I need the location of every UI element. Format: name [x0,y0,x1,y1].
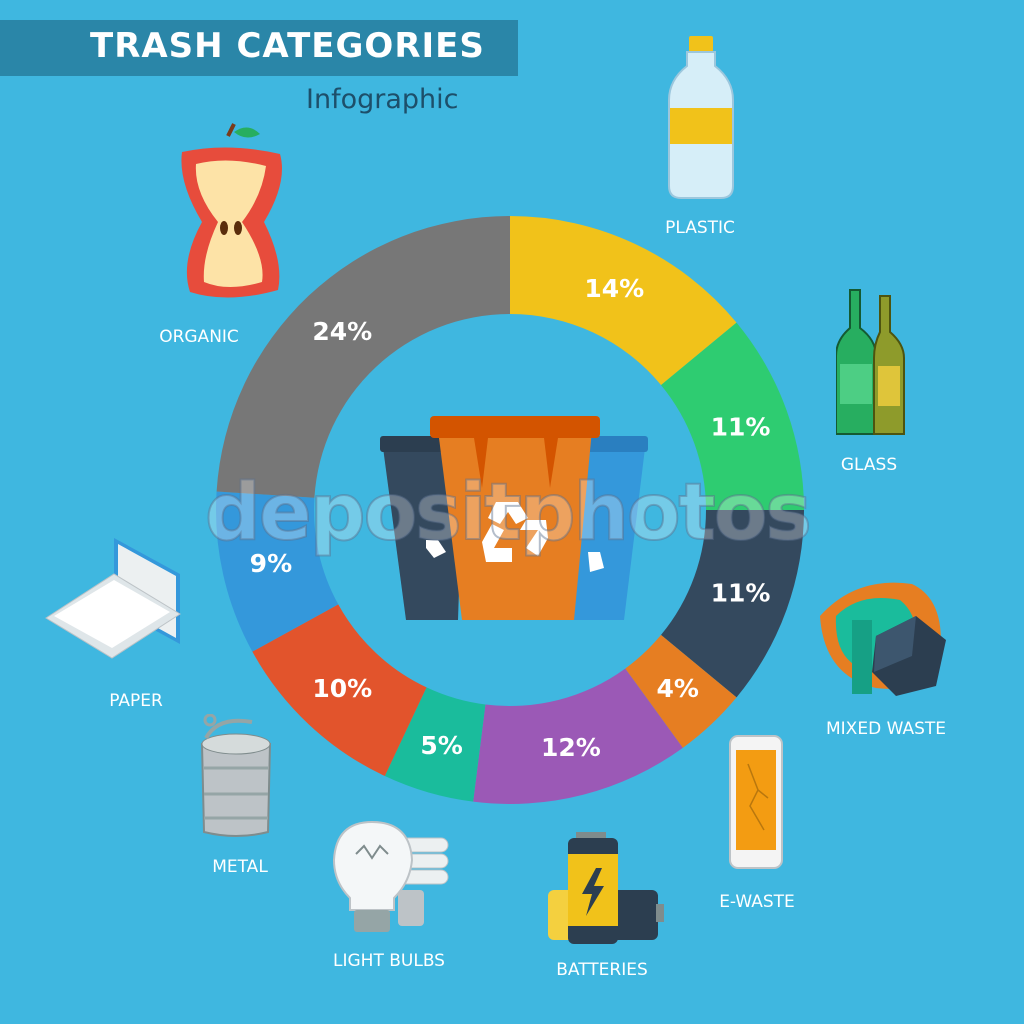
value-label-glass: 11% [711,413,771,442]
slice-metal [252,604,427,777]
value-label-batteries: 12% [541,733,601,762]
category-label-plastic: PLASTIC [665,218,735,238]
mixed-waste-icon [820,582,946,696]
slice-light-bulbs [384,687,486,802]
category-label-light-bulbs: LIGHT BULBS [333,951,445,971]
apple-core-icon [181,123,282,298]
category-label-metal: METAL [212,857,268,877]
paper-box-icon [45,538,181,659]
slice-mixed-waste [661,510,804,698]
smartphone-icon [729,735,783,869]
watermark: depositphotos [204,467,813,559]
category-label-glass: GLASS [840,455,898,475]
page-title: TRASH CATEGORIES [90,26,485,66]
category-label-paper: PAPER [109,691,163,711]
slice-plastic [510,216,737,386]
tin-can-icon [200,714,272,837]
title-bar [0,20,518,76]
light-bulbs-icon [332,820,449,932]
slice-paper [216,491,339,652]
value-label-plastic: 14% [584,274,644,303]
category-label-mixed-waste: MIXED WASTE [826,719,946,739]
category-label-organic: ORGANIC [159,327,239,347]
value-label-e-waste: 4% [656,674,698,703]
value-label-mixed-waste: 11% [711,578,771,607]
slice-e-waste [625,634,737,748]
value-label-paper: 9% [250,549,292,578]
category-label-e-waste: E-WASTE [719,892,795,912]
recycle-bins-icon [380,416,648,620]
batteries-icon [548,832,664,944]
slice-organic [216,216,510,498]
value-label-light-bulbs: 5% [420,731,462,760]
page-subtitle: Infographic [306,84,459,115]
plastic-bottle-icon [668,36,734,199]
slice-batteries [473,668,683,804]
slice-glass [661,322,804,510]
value-label-metal: 10% [312,674,372,703]
value-label-organic: 24% [312,317,372,346]
glass-bottles-icon [836,289,905,435]
category-label-batteries: BATTERIES [556,960,648,980]
